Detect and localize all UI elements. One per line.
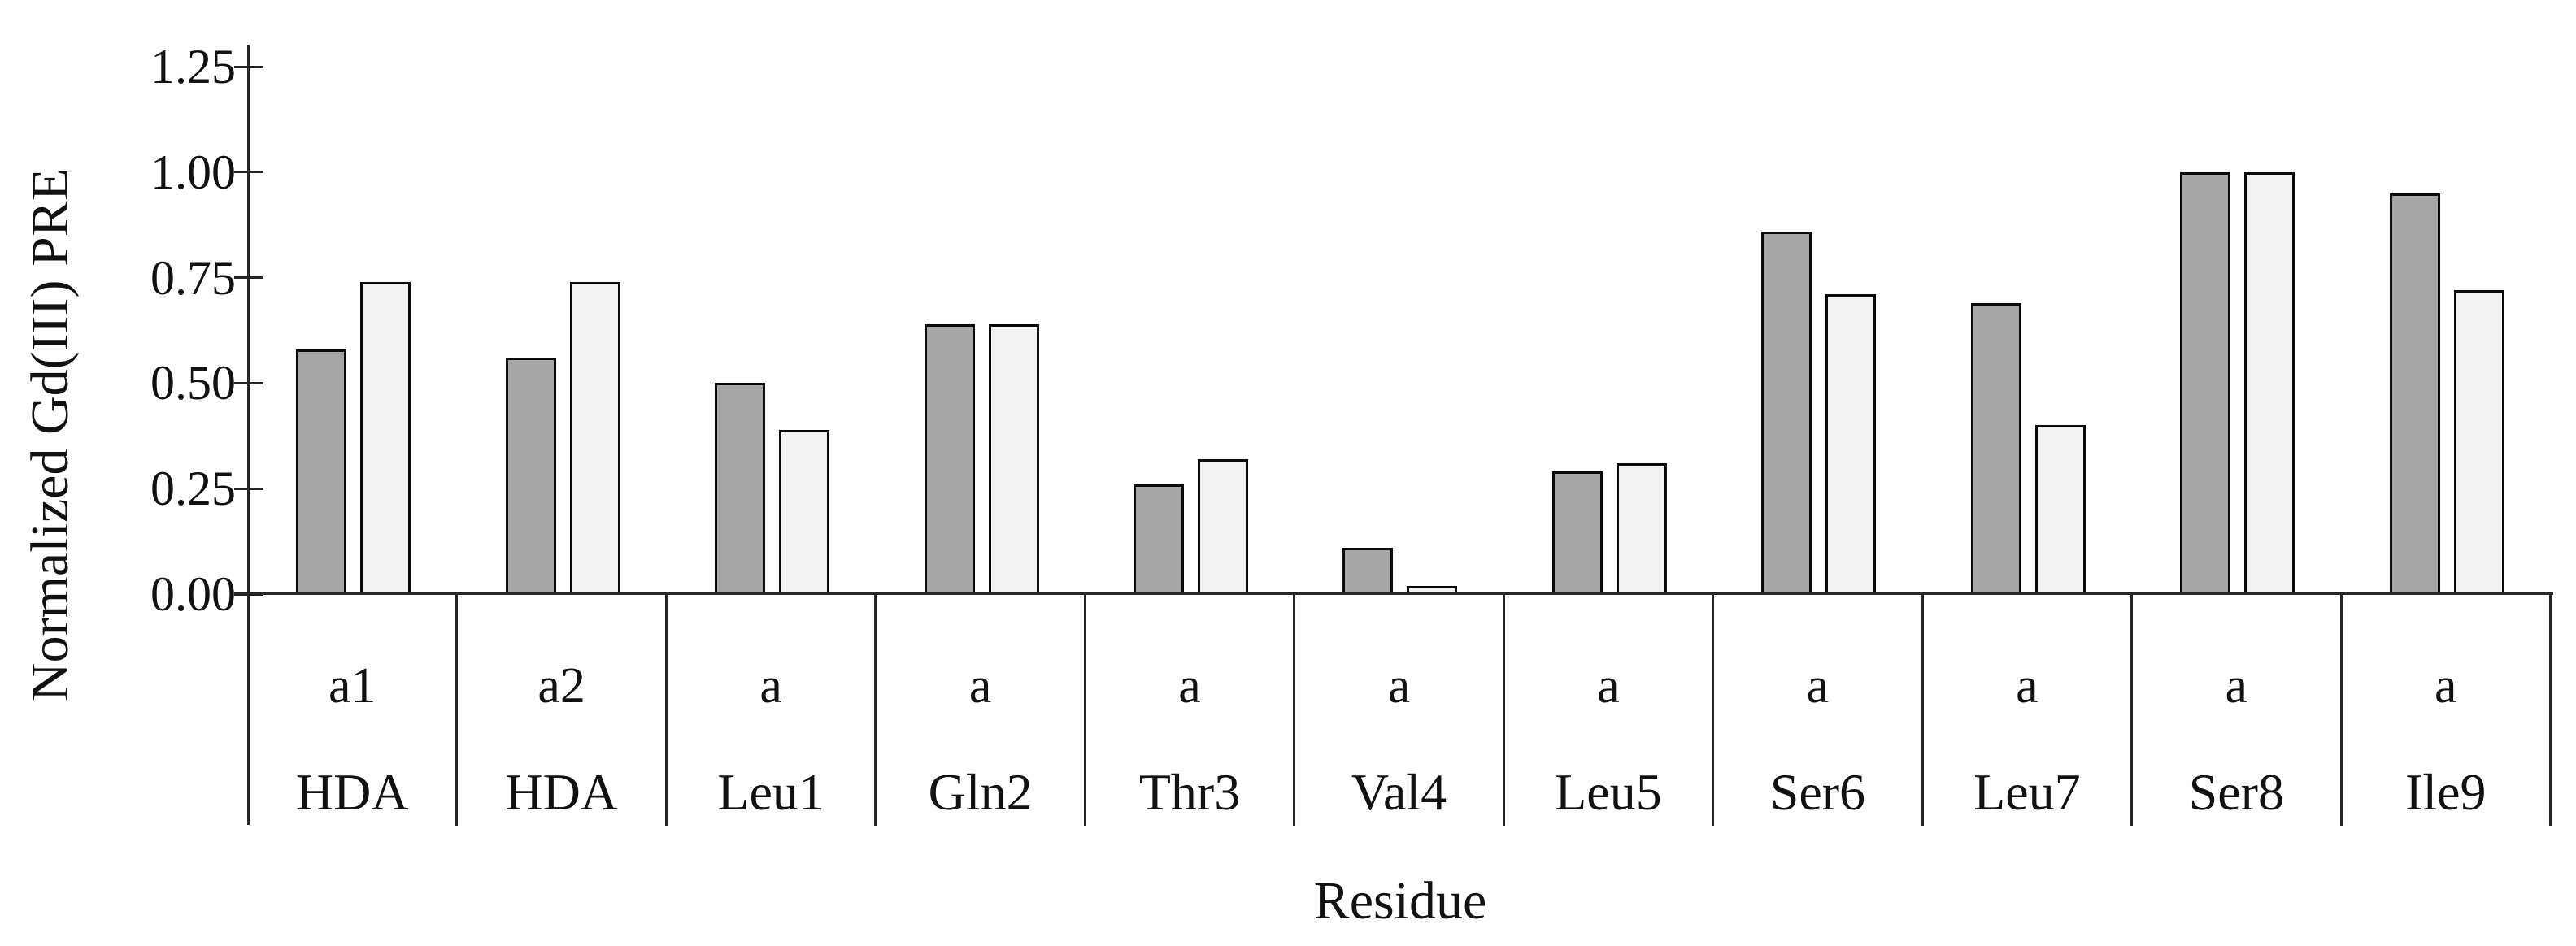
bar-dark-gray-Leu5-a — [1551, 471, 1603, 594]
category-sublabel: a — [1597, 658, 1620, 714]
category-cell-HDA-a2: a2 HDA — [458, 594, 668, 826]
y-tick-label-1.25: 1.25 — [150, 40, 236, 93]
category-sublabel: a — [1178, 658, 1201, 714]
bar-group-Ile9-a — [2343, 67, 2552, 594]
y-tick-mark-0.50 — [234, 381, 263, 384]
category-cell-Ser8-a: a Ser8 — [2133, 594, 2343, 826]
category-residue-label: Leu7 — [1973, 763, 2081, 821]
category-residue-label: Thr3 — [1138, 763, 1241, 821]
category-sublabel: a2 — [537, 658, 585, 714]
bar-light-gray-Leu5-a — [1616, 463, 1667, 594]
y-tick-mark-0.75 — [234, 276, 263, 280]
y-tick-mark-1.00 — [234, 171, 263, 174]
category-sublabel: a — [2434, 658, 2457, 714]
category-sublabel: a — [2016, 658, 2039, 714]
category-sublabel: a1 — [328, 658, 376, 714]
bar-light-gray-Ser6-a — [1825, 294, 1877, 594]
category-residue-label: Gln2 — [928, 763, 1033, 821]
category-cell-Gln2-a: a Gln2 — [877, 594, 1086, 826]
category-residue-label: HDA — [295, 763, 409, 821]
category-cell-HDA-a1: a1 HDA — [249, 594, 459, 826]
category-axis-band: a1 HDA a2 HDA a Leu1 a Gln2 a Thr3 a Val4 a Leu5 a Ser6… — [249, 594, 2552, 826]
bar-group-Leu1-a — [668, 67, 877, 594]
bar-light-gray-Leu7-a — [2034, 425, 2086, 594]
bar-group-Thr3-a — [1086, 67, 1295, 594]
bar-dark-gray-Thr3-a — [1134, 484, 1185, 594]
bar-dark-gray-Ser6-a — [1761, 231, 1812, 594]
category-sublabel: a — [2225, 658, 2248, 714]
y-tick-mark-1.25 — [234, 65, 263, 68]
category-cell-Thr3-a: a Thr3 — [1086, 594, 1296, 826]
y-axis-title: Normalized Gd(III) PRE — [20, 167, 80, 702]
bar-dark-gray-HDA-a1 — [296, 349, 347, 594]
y-tick-label-0.25: 0.25 — [150, 462, 236, 516]
category-sublabel: a — [759, 658, 782, 714]
category-sublabel: a — [1387, 658, 1411, 714]
category-residue-label: Ile9 — [2405, 763, 2487, 821]
category-residue-label: Leu1 — [717, 763, 825, 821]
category-sublabel: a — [968, 658, 992, 714]
bar-group-HDA-a1 — [249, 67, 458, 594]
bar-dark-gray-Gln2-a — [924, 323, 975, 594]
category-residue-label: Ser8 — [2188, 763, 2284, 821]
category-sublabel: a — [1806, 658, 1830, 714]
bar-dark-gray-Leu1-a — [715, 383, 766, 594]
bar-light-gray-Val4-a — [1407, 585, 1458, 594]
x-axis-line — [234, 592, 2553, 595]
y-axis-line — [247, 45, 250, 825]
bar-group-Gln2-a — [877, 67, 1086, 594]
bar-dark-gray-Ile9-a — [2389, 193, 2440, 594]
category-cell-Leu7-a: a Leu7 — [1924, 594, 2134, 826]
bar-light-gray-Ile9-a — [2453, 290, 2504, 594]
bar-group-Ser6-a — [1714, 67, 1923, 594]
y-tick-mark-0.25 — [234, 487, 263, 490]
bar-dark-gray-HDA-a2 — [505, 358, 556, 594]
category-cell-Ile9-a: a Ile9 — [2343, 594, 2552, 826]
category-cell-Ser6-a: a Ser6 — [1714, 594, 1924, 826]
bar-light-gray-Ser8-a — [2244, 171, 2295, 594]
bar-light-gray-Gln2-a — [988, 323, 1039, 594]
bar-light-gray-HDA-a1 — [360, 281, 411, 594]
category-cell-Leu1-a: a Leu1 — [668, 594, 877, 826]
y-tick-label-0.00: 0.00 — [150, 567, 236, 621]
bar-group-Val4-a — [1295, 67, 1504, 594]
bar-group-Ser8-a — [2133, 67, 2342, 594]
category-residue-label: HDA — [505, 763, 618, 821]
category-cell-Val4-a: a Val4 — [1295, 594, 1505, 826]
y-tick-label-1.00: 1.00 — [150, 145, 236, 199]
y-tick-label-0.50: 0.50 — [150, 356, 236, 410]
x-axis-title: Residue — [1313, 871, 1487, 931]
y-tick-label-0.75: 0.75 — [150, 250, 236, 305]
bar-dark-gray-Leu7-a — [1970, 302, 2021, 594]
bar-dark-gray-Ser8-a — [2180, 171, 2231, 594]
bar-light-gray-Thr3-a — [1198, 458, 1249, 594]
bar-group-Leu7-a — [1924, 67, 2133, 594]
bar-group-Leu5-a — [1505, 67, 1714, 594]
plot-area — [249, 67, 2552, 594]
category-cell-Leu5-a: a Leu5 — [1505, 594, 1715, 826]
bar-group-HDA-a2 — [458, 67, 667, 594]
bar-light-gray-Leu1-a — [779, 429, 830, 594]
category-residue-label: Val4 — [1351, 763, 1447, 821]
category-residue-label: Ser6 — [1769, 763, 1866, 821]
category-residue-label: Leu5 — [1555, 763, 1662, 821]
bar-dark-gray-Val4-a — [1342, 547, 1394, 594]
bar-light-gray-HDA-a2 — [569, 281, 620, 594]
